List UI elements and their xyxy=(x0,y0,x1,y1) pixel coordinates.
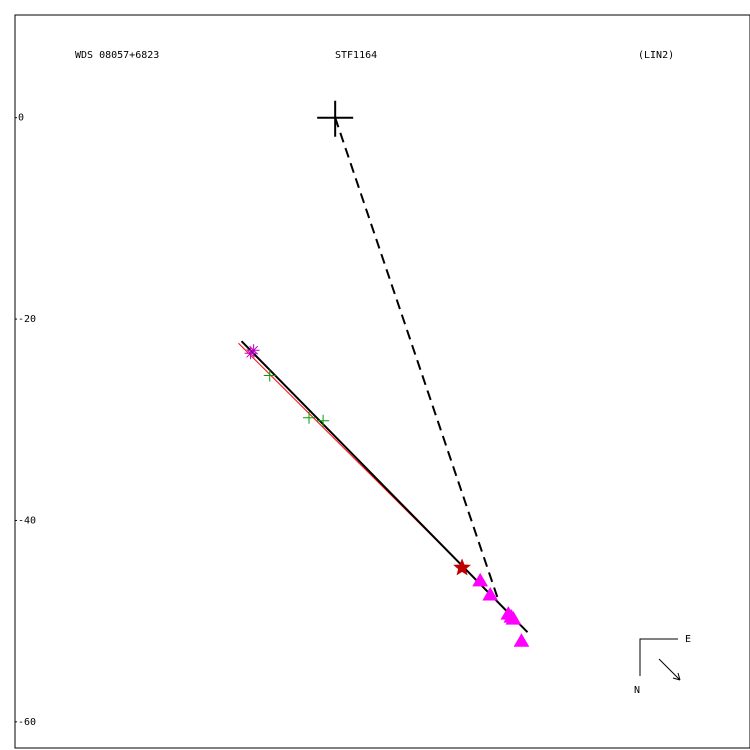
fit-line xyxy=(334,117,499,598)
y-tick-label: -60 xyxy=(18,717,36,728)
header-label: (LIN2) xyxy=(638,50,674,61)
header-label: STF1164 xyxy=(335,50,377,61)
compass: E N xyxy=(634,634,691,696)
point xyxy=(505,611,522,625)
point xyxy=(317,100,354,137)
point xyxy=(303,411,315,424)
compass-label: E xyxy=(685,634,691,645)
y-tick-label: -20 xyxy=(18,314,36,325)
y-tick-label: 0 xyxy=(18,113,24,124)
fit-line xyxy=(240,340,529,633)
y-tick-label: -40 xyxy=(18,515,36,526)
plot-frame xyxy=(14,14,750,749)
point xyxy=(263,369,276,382)
point xyxy=(317,414,330,427)
compass-axes xyxy=(639,638,678,676)
point xyxy=(482,586,499,601)
point xyxy=(453,558,471,576)
point xyxy=(513,633,530,647)
point xyxy=(472,572,489,587)
point xyxy=(247,344,260,357)
compass-arrow xyxy=(658,658,681,681)
compass-label: N xyxy=(634,685,640,696)
header-label: WDS 08057+6823 xyxy=(75,50,159,61)
